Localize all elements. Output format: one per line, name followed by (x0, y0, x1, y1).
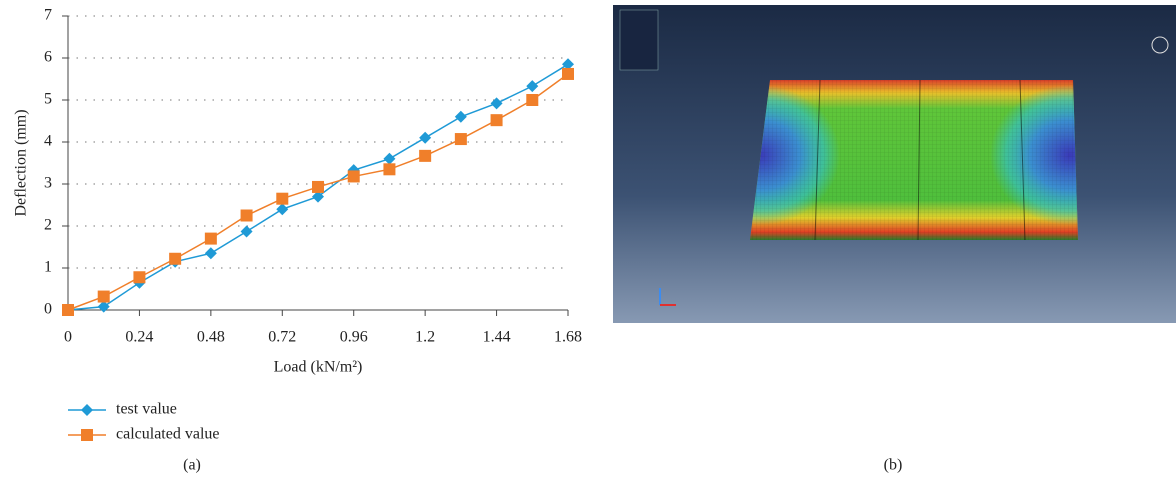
point (204, 232, 217, 245)
point (133, 271, 146, 284)
y-tick-label: 3 (44, 175, 52, 192)
point (526, 80, 539, 93)
point (562, 67, 574, 80)
point (276, 203, 289, 216)
point (562, 58, 574, 71)
y-tick-label: 4 (44, 133, 52, 150)
point (204, 247, 217, 260)
x-tick-label: 0 (64, 329, 72, 346)
point (312, 180, 324, 193)
x-tick-label: 0.24 (125, 329, 153, 346)
point (383, 163, 396, 176)
point (490, 97, 503, 110)
point (419, 149, 432, 162)
legend-marker (81, 429, 93, 441)
point (454, 110, 467, 123)
point (240, 225, 253, 238)
legend-label: test value (116, 401, 177, 418)
panel-label: (a) (183, 457, 201, 474)
y-tick-label: 2 (44, 217, 52, 234)
point (276, 192, 289, 205)
point (62, 304, 74, 316)
fe-model-image (613, 5, 1176, 323)
point (490, 114, 503, 127)
y-tick-label: 1 (44, 259, 52, 276)
x-tick-label: 1.68 (554, 329, 582, 346)
point (347, 170, 360, 183)
x-axis-label: Load (kN/m²) (274, 359, 363, 376)
point (240, 209, 253, 222)
y-tick-label: 7 (44, 7, 52, 24)
x-tick-label: 0.72 (268, 329, 296, 346)
point (169, 252, 182, 265)
point (97, 290, 110, 303)
point (97, 300, 110, 313)
y-tick-label: 6 (44, 49, 52, 66)
point (383, 152, 396, 165)
x-tick-label: 1.44 (483, 329, 511, 346)
point (526, 94, 539, 106)
legend-marker (81, 404, 93, 416)
x-tick-label: 1.2 (415, 329, 435, 346)
y-axis-label: Deflection (mm) (13, 109, 30, 216)
point (419, 131, 432, 144)
panel-label: (b) (884, 457, 903, 474)
x-tick-label: 0.48 (197, 329, 225, 346)
x-tick-label: 0.96 (340, 329, 368, 346)
y-tick-label: 0 (44, 301, 52, 318)
point (454, 133, 467, 146)
point (312, 190, 324, 203)
y-tick-label: 5 (44, 91, 52, 108)
legend-label: calculated value (116, 426, 220, 443)
